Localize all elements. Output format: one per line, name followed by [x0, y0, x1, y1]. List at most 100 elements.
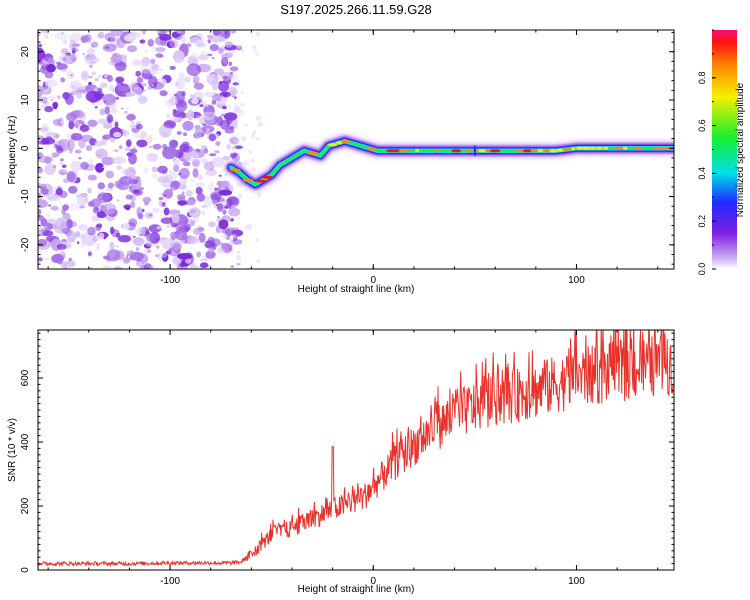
noise-blob	[173, 31, 183, 41]
noise-blob	[184, 258, 192, 264]
noise-blob	[242, 160, 248, 166]
y-tick-label: 0	[20, 145, 31, 151]
noise-blob	[45, 136, 53, 141]
ridge-hotspot	[366, 147, 377, 151]
noise-blob	[87, 226, 96, 236]
noise-blob	[66, 170, 78, 184]
ridge-hotspot	[415, 149, 420, 153]
noise-blob	[218, 174, 222, 177]
noise-blob	[116, 82, 121, 87]
noise-speckle-region	[38, 30, 264, 269]
noise-blob	[252, 45, 257, 50]
ridge-hotspot	[614, 146, 623, 150]
x-tick-label: -100	[160, 576, 180, 587]
noise-blob	[176, 194, 186, 200]
noise-blob	[236, 263, 241, 266]
noise-blob	[96, 211, 107, 219]
noise-blob	[61, 238, 67, 243]
noise-blob	[256, 259, 261, 264]
y-tick-label: 0	[20, 567, 31, 573]
noise-blob	[128, 178, 133, 185]
colorbar-label: Normalized spectral amplitude	[735, 82, 746, 217]
noise-blob	[221, 54, 225, 58]
noise-blob	[190, 209, 197, 213]
noise-blob	[237, 250, 241, 254]
noise-blob	[108, 84, 115, 91]
noise-blob	[38, 199, 48, 209]
y-tick-label: 10	[20, 94, 31, 106]
noise-blob	[105, 170, 115, 179]
x-tick-label: -100	[160, 275, 180, 286]
noise-blob	[201, 50, 208, 55]
noise-blob	[226, 144, 232, 150]
noise-blob	[109, 102, 116, 110]
y-tick-label: 200	[20, 497, 31, 514]
noise-blob	[75, 230, 80, 238]
noise-blob	[179, 143, 190, 152]
noise-blob	[85, 90, 102, 103]
noise-blob	[102, 265, 112, 269]
noise-blob	[44, 79, 58, 88]
noise-blob	[221, 53, 229, 65]
noise-blob	[143, 199, 148, 203]
noise-blob	[163, 121, 176, 128]
noise-blob	[88, 158, 94, 165]
noise-blob	[135, 247, 140, 251]
noise-blob	[240, 102, 245, 107]
noise-blob	[230, 204, 236, 210]
noise-blob	[79, 124, 90, 132]
noise-blob	[171, 213, 180, 224]
noise-blob	[89, 266, 93, 269]
noise-blob	[230, 265, 234, 268]
noise-blob	[125, 92, 136, 97]
y-tick-label: 600	[20, 369, 31, 386]
noise-blob	[136, 261, 144, 268]
noise-blob	[196, 251, 202, 258]
ridge-hotspot	[537, 149, 544, 153]
ridge-hotspot	[522, 149, 533, 153]
noise-blob	[217, 47, 224, 54]
noise-blob	[74, 149, 82, 154]
noise-blob	[106, 249, 121, 262]
noise-blob	[66, 230, 77, 243]
noise-blob	[205, 196, 211, 199]
noise-blob	[66, 218, 73, 229]
noise-blob	[70, 160, 84, 172]
noise-blob	[231, 146, 237, 150]
noise-blob	[230, 118, 238, 129]
noise-blob	[231, 249, 234, 252]
noise-blob	[200, 158, 208, 164]
noise-blob	[95, 224, 102, 232]
noise-blob	[234, 96, 237, 99]
noise-blob	[225, 216, 233, 221]
noise-blob	[220, 96, 226, 102]
noise-blob	[158, 68, 163, 72]
noise-blob	[129, 31, 142, 38]
noise-blob	[207, 39, 211, 44]
noise-blob	[172, 110, 182, 118]
noise-blob	[174, 82, 180, 87]
noise-blob	[126, 139, 132, 148]
ridge-hotspot	[595, 146, 603, 150]
noise-blob	[38, 241, 51, 250]
noise-blob	[150, 58, 156, 65]
noise-blob	[81, 70, 89, 79]
figure-title: S197.2025.266.11.59.G28	[280, 2, 432, 17]
snr-y-label: SNR (10 * v/v)	[7, 418, 18, 482]
noise-blob	[217, 115, 224, 127]
ridge-hotspot	[451, 149, 462, 153]
noise-blob	[69, 202, 81, 211]
noise-blob	[113, 149, 119, 152]
noise-blob	[146, 152, 158, 162]
noise-blob	[61, 261, 67, 269]
noise-blob	[79, 243, 85, 248]
noise-blob	[200, 259, 204, 262]
noise-blob	[219, 81, 223, 84]
noise-blob	[229, 241, 234, 246]
spectrogram-x-axis: -100 0 100	[47, 30, 659, 286]
noise-blob	[184, 76, 191, 83]
noise-blob	[47, 196, 52, 200]
ridge-hotspot	[530, 149, 538, 153]
noise-blob	[257, 192, 262, 197]
noise-blob	[241, 136, 246, 142]
